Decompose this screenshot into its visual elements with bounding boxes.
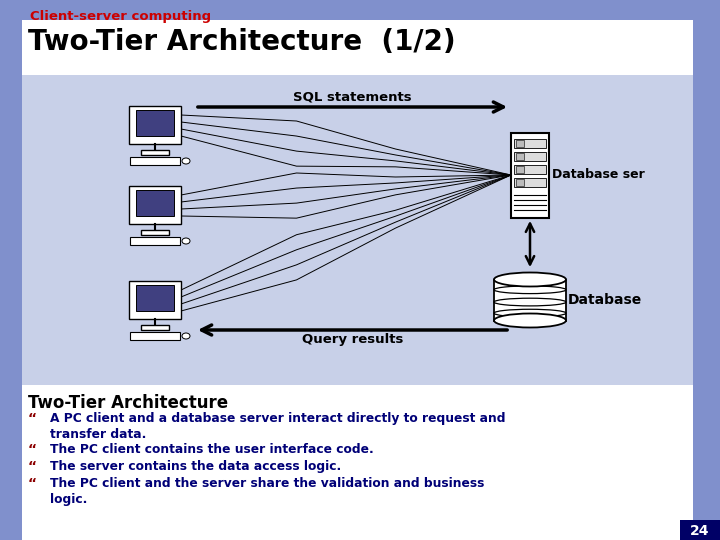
- Bar: [130, 332, 180, 340]
- Bar: [141, 230, 169, 235]
- Bar: [129, 281, 181, 319]
- Bar: [693, 0, 720, 540]
- Ellipse shape: [182, 238, 190, 244]
- Bar: [22, 75, 693, 385]
- Ellipse shape: [494, 314, 566, 327]
- Text: 24: 24: [690, 524, 710, 538]
- Bar: [516, 152, 524, 159]
- Bar: [129, 106, 181, 144]
- Text: Database ser: Database ser: [552, 168, 644, 181]
- Text: “: “: [28, 412, 37, 426]
- Bar: [136, 110, 174, 136]
- Text: “: “: [28, 443, 37, 457]
- Bar: [516, 139, 524, 146]
- Text: The PC client contains the user interface code.: The PC client contains the user interfac…: [50, 443, 374, 456]
- Bar: [0, 0, 22, 540]
- Ellipse shape: [182, 333, 190, 339]
- Bar: [22, 20, 693, 75]
- Text: Client-server computing: Client-server computing: [30, 10, 211, 23]
- Text: Database: Database: [568, 293, 642, 307]
- Bar: [514, 152, 546, 160]
- Text: Two-Tier Architecture: Two-Tier Architecture: [28, 394, 228, 412]
- Text: “: “: [28, 477, 37, 491]
- Bar: [514, 138, 546, 147]
- Bar: [680, 520, 720, 540]
- Bar: [136, 285, 174, 311]
- Bar: [516, 165, 524, 172]
- Text: SQL statements: SQL statements: [293, 91, 412, 104]
- Ellipse shape: [182, 158, 190, 164]
- Bar: [494, 280, 566, 321]
- Text: “: “: [28, 460, 37, 474]
- Bar: [516, 179, 524, 186]
- Bar: [22, 385, 693, 540]
- Text: The server contains the data access logic.: The server contains the data access logi…: [50, 460, 341, 473]
- Ellipse shape: [494, 273, 566, 287]
- Bar: [141, 325, 169, 330]
- Bar: [129, 186, 181, 224]
- Bar: [0, 0, 720, 75]
- Text: Two-Tier Architecture  (1/2): Two-Tier Architecture (1/2): [28, 28, 456, 56]
- Text: A PC client and a database server interact directly to request and
transfer data: A PC client and a database server intera…: [50, 412, 505, 442]
- Text: The PC client and the server share the validation and business
logic.: The PC client and the server share the v…: [50, 477, 485, 507]
- Bar: [141, 150, 169, 155]
- Text: Query results: Query results: [302, 333, 403, 346]
- Bar: [514, 178, 546, 186]
- Bar: [136, 190, 174, 216]
- Bar: [130, 237, 180, 245]
- Bar: [511, 132, 549, 218]
- Bar: [130, 157, 180, 165]
- Bar: [514, 165, 546, 173]
